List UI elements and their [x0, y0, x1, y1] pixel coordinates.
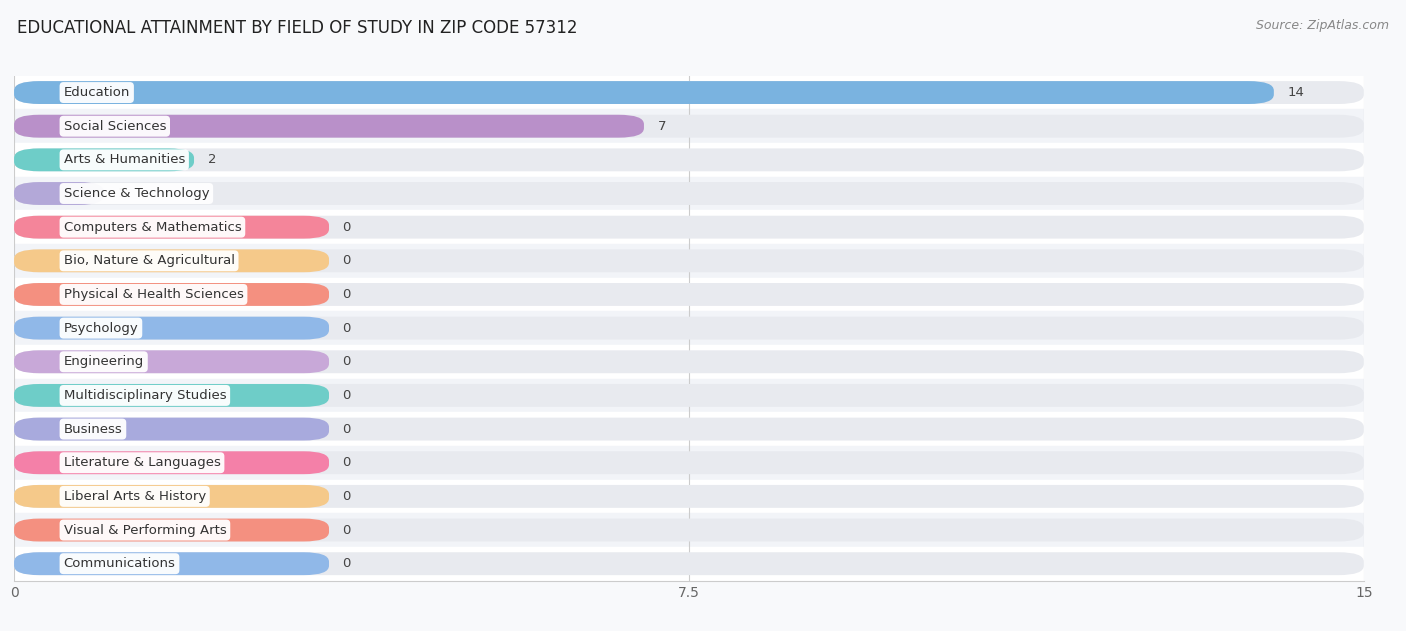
- Text: 7: 7: [658, 120, 666, 133]
- Text: 0: 0: [343, 456, 352, 469]
- FancyBboxPatch shape: [14, 249, 1364, 272]
- Bar: [14, 143, 1364, 177]
- Text: 0: 0: [343, 322, 352, 334]
- Bar: [14, 379, 1364, 412]
- FancyBboxPatch shape: [14, 384, 1364, 407]
- FancyBboxPatch shape: [14, 81, 1364, 104]
- Text: Business: Business: [63, 423, 122, 435]
- FancyBboxPatch shape: [14, 283, 1364, 306]
- Text: 0: 0: [343, 524, 352, 536]
- FancyBboxPatch shape: [14, 418, 1364, 440]
- FancyBboxPatch shape: [14, 81, 1274, 104]
- Bar: [14, 311, 1364, 345]
- FancyBboxPatch shape: [14, 552, 1364, 575]
- FancyBboxPatch shape: [14, 350, 329, 373]
- FancyBboxPatch shape: [14, 350, 1364, 373]
- Text: Science & Technology: Science & Technology: [63, 187, 209, 200]
- Text: Psychology: Psychology: [63, 322, 138, 334]
- FancyBboxPatch shape: [14, 115, 644, 138]
- Text: Physical & Health Sciences: Physical & Health Sciences: [63, 288, 243, 301]
- FancyBboxPatch shape: [14, 283, 329, 306]
- Text: 0: 0: [343, 254, 352, 268]
- Text: 0: 0: [343, 423, 352, 435]
- FancyBboxPatch shape: [14, 148, 194, 171]
- FancyBboxPatch shape: [14, 519, 329, 541]
- FancyBboxPatch shape: [14, 552, 329, 575]
- Text: Visual & Performing Arts: Visual & Performing Arts: [63, 524, 226, 536]
- Text: 0: 0: [343, 490, 352, 503]
- FancyBboxPatch shape: [14, 485, 1364, 508]
- Text: 0: 0: [343, 221, 352, 233]
- Text: Bio, Nature & Agricultural: Bio, Nature & Agricultural: [63, 254, 235, 268]
- Text: Communications: Communications: [63, 557, 176, 570]
- Text: Social Sciences: Social Sciences: [63, 120, 166, 133]
- Text: 0: 0: [343, 389, 352, 402]
- Bar: [14, 76, 1364, 109]
- Text: Multidisciplinary Studies: Multidisciplinary Studies: [63, 389, 226, 402]
- Bar: [14, 345, 1364, 379]
- Text: 0: 0: [343, 355, 352, 369]
- Text: Source: ZipAtlas.com: Source: ZipAtlas.com: [1256, 19, 1389, 32]
- Bar: [14, 210, 1364, 244]
- Bar: [14, 412, 1364, 446]
- FancyBboxPatch shape: [14, 519, 1364, 541]
- FancyBboxPatch shape: [14, 249, 329, 272]
- FancyBboxPatch shape: [14, 148, 1364, 171]
- Text: 0: 0: [343, 288, 352, 301]
- FancyBboxPatch shape: [14, 216, 329, 239]
- Text: EDUCATIONAL ATTAINMENT BY FIELD OF STUDY IN ZIP CODE 57312: EDUCATIONAL ATTAINMENT BY FIELD OF STUDY…: [17, 19, 578, 37]
- Bar: [14, 513, 1364, 547]
- FancyBboxPatch shape: [14, 317, 329, 339]
- FancyBboxPatch shape: [14, 317, 1364, 339]
- Text: Computers & Mathematics: Computers & Mathematics: [63, 221, 242, 233]
- FancyBboxPatch shape: [14, 418, 329, 440]
- Text: Literature & Languages: Literature & Languages: [63, 456, 221, 469]
- Text: Education: Education: [63, 86, 129, 99]
- Text: Engineering: Engineering: [63, 355, 143, 369]
- FancyBboxPatch shape: [14, 182, 1364, 205]
- Bar: [14, 109, 1364, 143]
- FancyBboxPatch shape: [14, 451, 1364, 474]
- Text: Arts & Humanities: Arts & Humanities: [63, 153, 186, 167]
- Text: Liberal Arts & History: Liberal Arts & History: [63, 490, 205, 503]
- FancyBboxPatch shape: [14, 216, 1364, 239]
- Text: 1: 1: [118, 187, 127, 200]
- Text: 0: 0: [343, 557, 352, 570]
- Bar: [14, 446, 1364, 480]
- Text: 14: 14: [1288, 86, 1305, 99]
- FancyBboxPatch shape: [14, 182, 104, 205]
- FancyBboxPatch shape: [14, 384, 329, 407]
- Bar: [14, 244, 1364, 278]
- FancyBboxPatch shape: [14, 451, 329, 474]
- Bar: [14, 547, 1364, 581]
- Text: 2: 2: [208, 153, 217, 167]
- Bar: [14, 480, 1364, 513]
- Bar: [14, 278, 1364, 311]
- FancyBboxPatch shape: [14, 115, 1364, 138]
- Bar: [14, 177, 1364, 210]
- FancyBboxPatch shape: [14, 485, 329, 508]
